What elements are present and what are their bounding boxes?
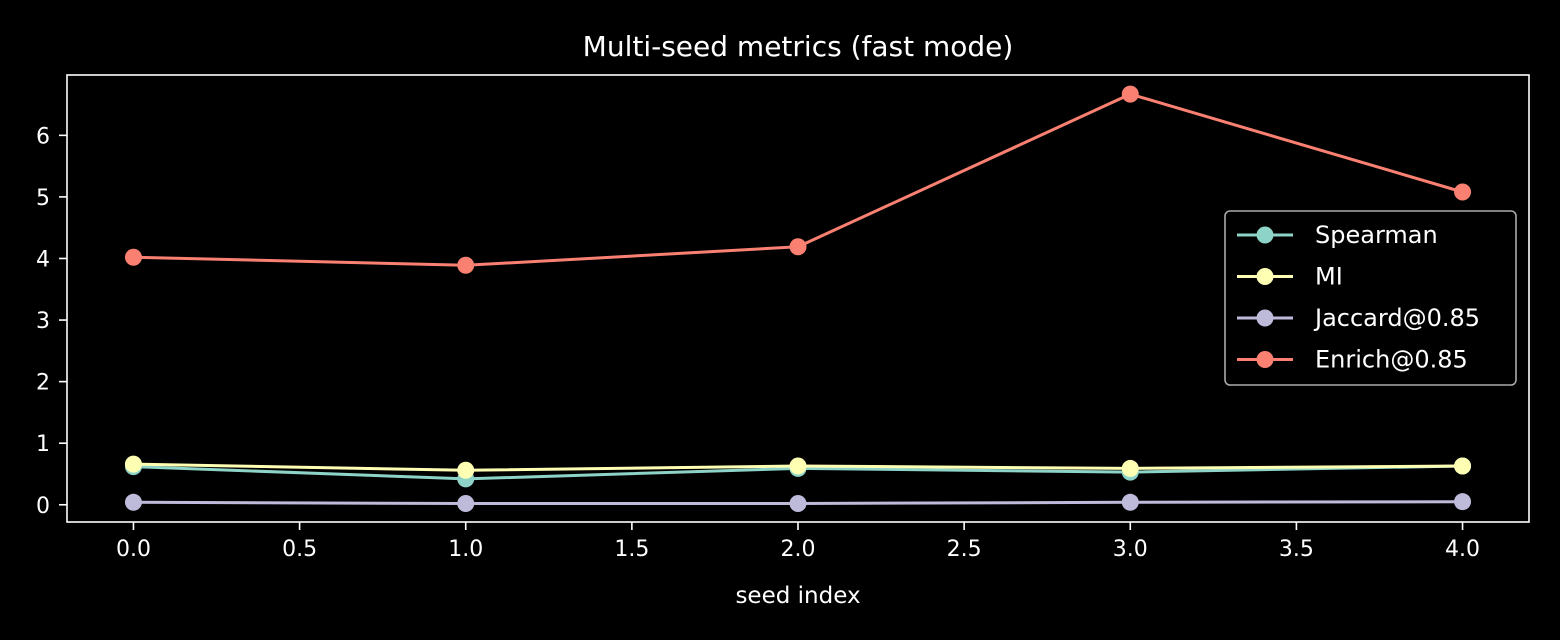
legend-swatch-marker	[1256, 351, 1274, 368]
x-axis-label: seed index	[735, 583, 860, 609]
x-tick-label: 1.5	[614, 537, 649, 562]
y-tick-label: 1	[36, 432, 50, 457]
series-enrich-0-85	[124, 85, 1472, 274]
data-point-mi	[457, 461, 475, 479]
chart-title: Multi-seed metrics (fast mode)	[583, 30, 1014, 63]
legend-label: Spearman	[1315, 221, 1438, 249]
data-point-enrich-0-85	[1454, 183, 1472, 201]
series-jaccard-0-85	[124, 493, 1472, 513]
legend-item-spearman: Spearman	[1237, 221, 1438, 249]
legend-label: Jaccard@0.85	[1313, 304, 1480, 332]
data-point-jaccard-0-85	[124, 493, 142, 511]
data-point-jaccard-0-85	[457, 495, 475, 513]
x-tick-label: 1.0	[448, 537, 483, 562]
legend-item-jaccard-0-85: Jaccard@0.85	[1237, 304, 1480, 332]
legend-item-enrich-0-85: Enrich@0.85	[1237, 346, 1468, 374]
y-tick-label: 0	[36, 494, 50, 519]
x-tick-label: 3.5	[1279, 537, 1314, 562]
data-point-enrich-0-85	[789, 238, 807, 256]
y-axis: 0 1 2 3 4 5 6	[36, 124, 67, 519]
legend: Spearman MI Jaccard@0.85 Enrich@0.85	[1224, 210, 1517, 386]
x-tick-label: 3.0	[1113, 537, 1148, 562]
data-point-mi	[1454, 457, 1472, 475]
x-tick-label: 2.0	[781, 537, 816, 562]
y-tick-label: 4	[36, 247, 50, 272]
data-point-mi	[1121, 459, 1139, 477]
legend-swatch-marker	[1256, 268, 1274, 285]
data-point-mi	[124, 455, 142, 473]
legend-box	[1224, 210, 1517, 386]
legend-label: Enrich@0.85	[1315, 346, 1468, 374]
y-tick-label: 5	[36, 186, 50, 211]
data-point-jaccard-0-85	[789, 495, 807, 513]
x-tick-label: 0.0	[116, 537, 151, 562]
x-axis: 0.0 0.5 1.0 1.5 2.0 2.5 3.0 3.5 4.0	[116, 522, 1480, 562]
x-tick-label: 4.0	[1445, 537, 1480, 562]
plot-area	[124, 85, 1472, 513]
legend-swatch-marker	[1256, 309, 1274, 327]
legend-swatch-marker	[1256, 226, 1274, 244]
legend-item-mi: MI	[1237, 263, 1343, 291]
y-tick-label: 2	[36, 371, 50, 396]
x-tick-label: 2.5	[947, 537, 982, 562]
data-point-jaccard-0-85	[1121, 493, 1139, 511]
y-tick-label: 3	[36, 309, 50, 334]
data-point-jaccard-0-85	[1454, 493, 1472, 511]
data-point-enrich-0-85	[1121, 85, 1139, 103]
x-tick-label: 0.5	[282, 537, 317, 562]
data-point-mi	[789, 457, 807, 475]
y-tick-label: 6	[36, 124, 50, 149]
data-point-enrich-0-85	[124, 248, 142, 266]
series-mi	[124, 455, 1472, 479]
legend-label: MI	[1315, 263, 1343, 291]
data-point-enrich-0-85	[457, 256, 475, 274]
